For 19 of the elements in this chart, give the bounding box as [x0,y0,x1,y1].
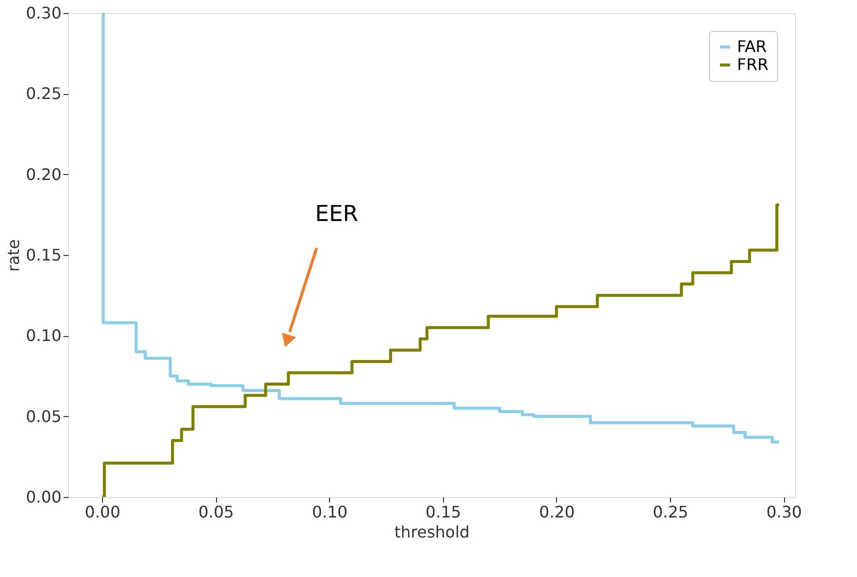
y-tick-label: 0.30 [26,4,62,22]
x-axis-title: threshold [394,522,470,542]
legend-label: FAR [737,37,767,56]
legend-label: FRR [737,55,768,74]
x-tick-label: 0.20 [539,502,575,522]
x-tick-label: 0.10 [312,502,348,522]
y-tick-label: 0.10 [26,326,62,346]
annotation: EER [315,202,358,227]
y-tick-label: 0.05 [26,406,62,426]
x-tick-label: 0.05 [198,502,234,522]
y-tick-label: 0.15 [26,246,62,264]
x-tick-label: 0.00 [84,502,120,522]
y-tick-label: 0.20 [26,164,62,184]
x-tick-label: 0.25 [652,502,688,522]
y-tick-label: 0.00 [26,488,62,506]
y-axis-title: rate [4,239,23,272]
x-tick-label: 0.30 [766,502,802,522]
y-tick-label: 0.25 [26,84,62,104]
x-tick-label: 0.15 [426,502,462,522]
